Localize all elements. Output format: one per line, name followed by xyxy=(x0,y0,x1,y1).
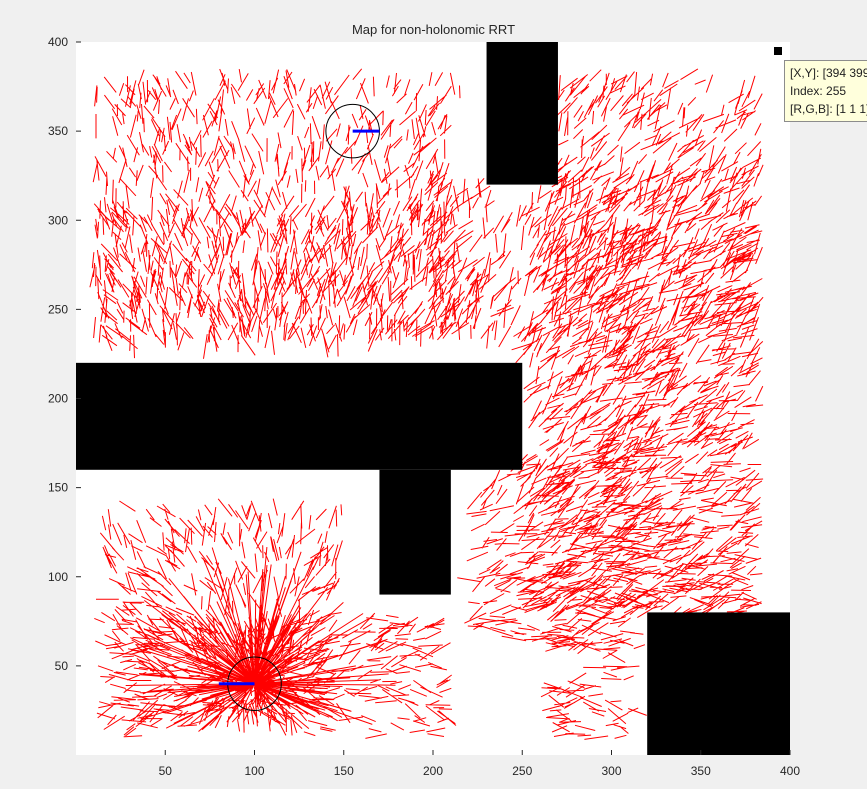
y-tick-label: 200 xyxy=(48,392,68,406)
obstacle-top-pillar xyxy=(486,42,558,185)
x-tick-label: 200 xyxy=(423,764,443,778)
y-tick-label: 350 xyxy=(48,124,68,138)
x-tick-label: 350 xyxy=(691,764,711,778)
x-tick-label: 250 xyxy=(512,764,532,778)
map-plot-area[interactable]: 50 100 150 200 250 300 350 400 50 100 150 200 250 300… xyxy=(48,35,800,778)
plot-title: Map for non-holonomic RRT xyxy=(351,22,516,37)
y-tick-label: 50 xyxy=(55,659,69,673)
datatip-index: Index: 255 xyxy=(790,84,847,98)
obstacle-t-stem xyxy=(379,469,451,595)
obstacle-bottom-right-block xyxy=(647,612,790,755)
y-tick-label: 100 xyxy=(48,570,68,584)
x-tick-label: 100 xyxy=(244,764,264,778)
x-tick-label: 150 xyxy=(334,764,354,778)
x-tick-label: 400 xyxy=(780,764,800,778)
datatip-box[interactable]: [X,Y]: [394 399] Index: 255 [R,G,B]: [1 … xyxy=(784,60,867,122)
map-axes[interactable]: 50 100 150 200 250 300 350 400 50 100 150 200 250 300… xyxy=(48,35,800,778)
y-tick-label: 250 xyxy=(48,302,68,316)
y-tick-label: 150 xyxy=(48,481,68,495)
x-tick-label: 300 xyxy=(601,764,621,778)
datatip-xy: [X,Y]: [394 399] xyxy=(790,66,867,80)
datatip-rgb: [R,G,B]: [1 1 1] xyxy=(790,102,867,116)
obstacle-t-bar xyxy=(76,362,523,470)
datatip-marker[interactable] xyxy=(774,47,782,55)
y-tick-label: 400 xyxy=(48,35,68,49)
rrt-tree-path xyxy=(89,68,764,740)
rrt-tree-edges xyxy=(89,68,764,740)
y-tick-label: 300 xyxy=(48,213,68,227)
x-tick-label: 50 xyxy=(159,764,173,778)
